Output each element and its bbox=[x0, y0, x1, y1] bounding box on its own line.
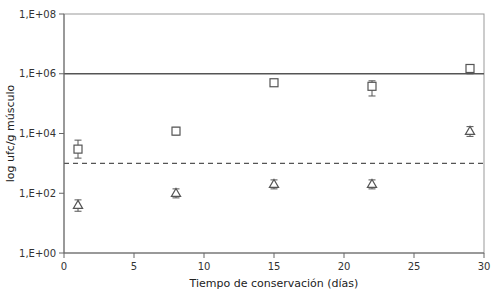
x-tick-label: 10 bbox=[198, 261, 211, 272]
axes: 1,E+00 1,E+02 1,E+04 1,E+06 1,E+08 0 5 10 15 20 25… bbox=[19, 9, 490, 273]
y-tick-label: 1,E+08 bbox=[19, 9, 56, 20]
x-tick-label: 25 bbox=[408, 261, 421, 272]
y-tick bbox=[59, 133, 64, 134]
error-cap bbox=[75, 158, 82, 159]
error-cap bbox=[75, 211, 82, 212]
error-cap bbox=[467, 136, 474, 137]
x-tick bbox=[134, 253, 135, 258]
point bbox=[74, 145, 82, 153]
point bbox=[73, 200, 82, 208]
x-tick bbox=[64, 253, 65, 258]
error-cap bbox=[271, 188, 278, 189]
error-bar bbox=[369, 81, 376, 96]
x-tick bbox=[414, 253, 415, 258]
error-cap bbox=[467, 73, 474, 74]
reference-line bbox=[64, 163, 484, 164]
point bbox=[171, 188, 180, 196]
x-tick-label: 5 bbox=[131, 261, 137, 272]
y-tick bbox=[59, 193, 64, 194]
x-tick-label: 15 bbox=[268, 261, 281, 272]
plot-frame bbox=[64, 14, 484, 253]
series bbox=[74, 64, 474, 158]
x-tick-label: 20 bbox=[338, 261, 351, 272]
y-tick-label: 1,E+06 bbox=[19, 68, 56, 79]
x-tick bbox=[274, 253, 275, 258]
y-tick-label: 1,E+02 bbox=[19, 188, 56, 199]
y-axis-label: log ufc/g músculo bbox=[4, 84, 17, 182]
point bbox=[465, 126, 474, 134]
plot-area bbox=[64, 64, 484, 211]
x-tick-label: 30 bbox=[478, 261, 491, 272]
y-tick-label: 1,E+04 bbox=[19, 128, 56, 139]
y-tick bbox=[59, 14, 64, 15]
x-tick bbox=[344, 253, 345, 258]
error-bar bbox=[467, 65, 474, 74]
y-axis-line bbox=[64, 14, 65, 253]
x-tick bbox=[204, 253, 205, 258]
error-cap bbox=[75, 140, 82, 141]
point bbox=[269, 179, 278, 187]
series bbox=[73, 126, 474, 211]
point bbox=[368, 82, 376, 90]
x-axis-label: Tiempo de conservación (días) bbox=[189, 277, 359, 290]
point bbox=[367, 179, 376, 187]
reference-line bbox=[64, 73, 484, 75]
x-tick bbox=[484, 253, 485, 258]
chart: 1,E+00 1,E+02 1,E+04 1,E+06 1,E+08 0 5 10 15 20 25… bbox=[0, 0, 500, 295]
x-tick-label: 0 bbox=[61, 261, 67, 272]
error-cap bbox=[173, 197, 180, 198]
point bbox=[270, 79, 278, 87]
error-cap bbox=[369, 80, 376, 81]
error-cap bbox=[369, 188, 376, 189]
error-cap bbox=[369, 95, 376, 96]
y-tick bbox=[59, 253, 64, 254]
y-tick bbox=[59, 73, 64, 74]
point bbox=[172, 127, 180, 135]
point bbox=[466, 64, 474, 72]
x-axis-line bbox=[64, 253, 484, 254]
error-bar bbox=[173, 127, 180, 134]
error-bar bbox=[75, 140, 82, 158]
y-tick-label: 1,E+00 bbox=[19, 248, 56, 259]
